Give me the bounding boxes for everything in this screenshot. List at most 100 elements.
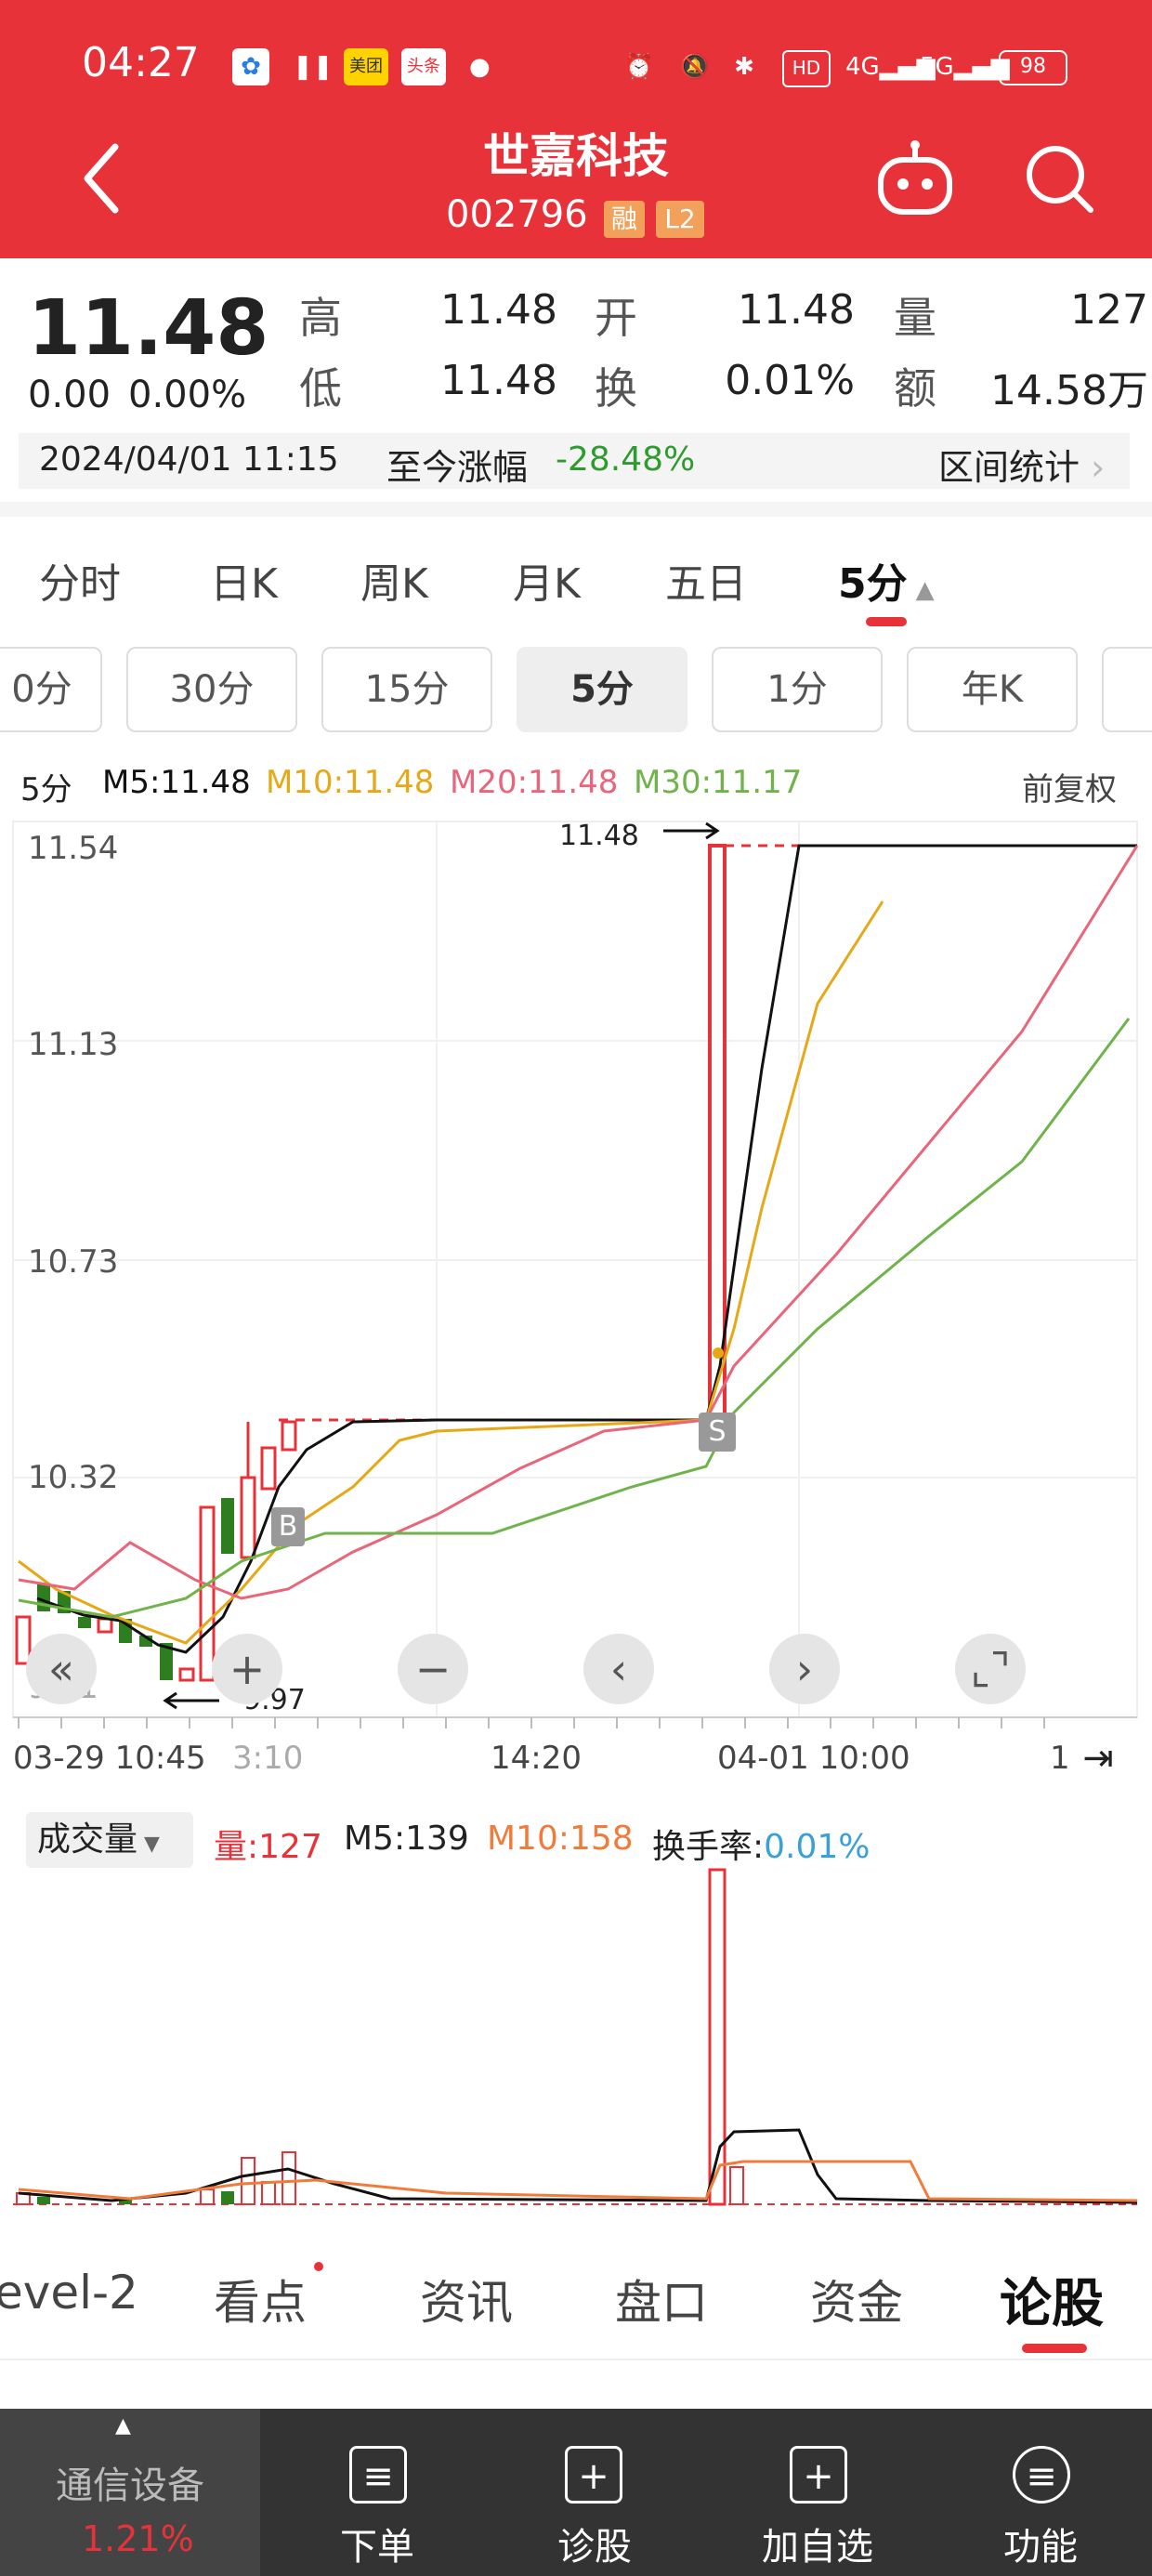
interval-15min[interactable]: 15分 <box>321 647 492 732</box>
sector-change: 1.21% <box>82 2518 194 2559</box>
tab-orderbook[interactable]: 盘口 <box>615 2276 708 2330</box>
search-icon[interactable] <box>1022 141 1096 216</box>
add-watchlist-button[interactable]: + 加自选 <box>725 2409 910 2576</box>
y-tick-2: 11.13 <box>28 1026 119 1063</box>
legend-m20: M20:11.48 <box>450 764 619 801</box>
tab-capital[interactable]: 资金 <box>810 2276 903 2330</box>
tab-weekly-k[interactable]: 周K <box>360 560 428 608</box>
volume-m10-line <box>18 2160 1138 2202</box>
tab-monthly-k[interactable]: 月K <box>513 560 581 608</box>
status-time: 04:27 <box>82 39 200 86</box>
fullscreen-button[interactable]: ⌞⌝ <box>955 1634 1026 1704</box>
volume-chart[interactable] <box>0 1868 1152 2221</box>
chevron-right-icon: › <box>1091 447 1106 488</box>
period-tabs: 分时 日K 周K 月K 五日 5分 ▲ <box>0 517 1152 1120</box>
scroll-left-button[interactable]: ‹ <box>583 1634 654 1704</box>
x-tick-2: 3:10 <box>232 1740 304 1777</box>
since-value: -28.48% <box>556 440 696 479</box>
legend-period: 5分 <box>20 771 72 808</box>
kline-chart-panel <box>0 742 1152 2228</box>
amount-label: 额 <box>894 363 936 414</box>
dot-icon: ● <box>469 53 491 81</box>
tab-5min[interactable]: 5分 ▲ <box>838 560 935 608</box>
pause-icon: ❚❚ <box>293 53 334 81</box>
tab-highlights[interactable]: 看点 <box>214 2276 307 2330</box>
high-price-label: 11.48 <box>559 820 639 852</box>
scroll-right-button[interactable]: › <box>769 1634 840 1704</box>
y-tick-1: 11.54 <box>28 830 119 867</box>
adjust-mode-button[interactable]: 前复权 <box>1022 771 1117 808</box>
fast-backward-button[interactable]: « <box>26 1634 97 1704</box>
x-tick-3: 14:20 <box>491 1740 582 1777</box>
price-change: 0.00 <box>28 374 111 416</box>
amount-value: 14.58万 <box>990 367 1148 414</box>
level2-tag: L2 <box>656 201 704 238</box>
robot-icon[interactable] <box>873 139 957 217</box>
volume-m5-label: M5:139 <box>344 1820 469 1858</box>
caret-up-icon: ▲ <box>907 576 935 604</box>
active-tab-indicator <box>866 617 907 626</box>
kline-chart[interactable] <box>0 818 1152 1738</box>
interval-30min[interactable]: 30分 <box>126 647 297 732</box>
range-stats-button[interactable]: 区间统计 › <box>938 447 1106 488</box>
legend-m10: M10:11.48 <box>266 764 435 801</box>
battery-icon: 98 <box>999 50 1067 85</box>
ma10-line <box>18 900 884 1645</box>
open-label: 开 <box>595 293 637 343</box>
price-change-pct: 0.00% <box>128 374 247 416</box>
tab-five-day[interactable]: 五日 <box>665 560 747 608</box>
tab-intraday[interactable]: 分时 <box>39 560 121 608</box>
signal-5g-icon: 5G▂▄▆ <box>920 53 1010 81</box>
back-icon[interactable] <box>78 141 124 216</box>
sector-name: 通信设备 <box>56 2464 204 2507</box>
content-peek <box>0 2359 1152 2411</box>
tab-level2[interactable]: evel-2 <box>0 2266 138 2320</box>
indicator-selector[interactable]: 成交量 ▼ <box>26 1812 193 1868</box>
stock-code: 002796 <box>446 193 588 236</box>
caret-down-icon: ▼ <box>137 1833 160 1856</box>
interval-60min[interactable]: 0分 <box>0 647 102 732</box>
interval-more[interactable] <box>1102 647 1152 732</box>
tab-daily-k[interactable]: 日K <box>210 560 278 608</box>
menu-icon: ≡ <box>1013 2446 1070 2504</box>
functions-button[interactable]: ≡ 功能 <box>948 2409 1133 2576</box>
interval-1min[interactable]: 1分 <box>712 647 883 732</box>
jump-to-end-icon[interactable]: ⇥ <box>1068 1732 1128 1784</box>
x-tick-5: 1 <box>1050 1740 1070 1777</box>
signal-4g-icon: 4G▂▄▆ <box>845 53 936 81</box>
app-header: 04:27 ✿ ❚❚ 美团 头条 ● ⏰ 🔕 ✱ HD 4G▂▄▆ 5G▂▄▆ … <box>0 0 1152 258</box>
zoom-out-button[interactable]: − <box>398 1634 468 1704</box>
diagnose-button[interactable]: + 诊股 <box>502 2409 687 2576</box>
order-button[interactable]: ≡ 下单 <box>284 2409 470 2576</box>
bottom-toolbar: ▲ 通信设备 1.21% ≡ 下单 + 诊股 + 加自选 ≡ 功能 <box>0 2409 1152 2576</box>
buy-mark: B <box>271 1507 305 1546</box>
stock-name: 世嘉科技 <box>483 129 669 183</box>
active-info-tab-indicator <box>1022 2344 1087 2353</box>
low-value: 11.48 <box>440 357 557 404</box>
ma5-line <box>36 844 1137 1654</box>
info-tabs: evel-2 看点 资讯 盘口 资金 论股 <box>0 2228 1152 2359</box>
bluetooth-icon: ✱ <box>734 53 754 81</box>
interval-5min[interactable]: 5分 <box>517 647 687 732</box>
hd-badge: HD <box>782 50 831 87</box>
interval-year-k[interactable]: 年K <box>907 647 1078 732</box>
meituan-badge: 美团 <box>344 48 388 85</box>
volume-bars <box>16 1868 744 2206</box>
app-icon: ✿ <box>232 48 269 85</box>
toutiao-badge: 头条 <box>401 48 446 85</box>
notification-dot <box>314 2262 323 2271</box>
add-icon: + <box>790 2446 847 2504</box>
tab-discussion[interactable]: 论股 <box>1000 2274 1104 2334</box>
sector-indicator[interactable]: ▲ 通信设备 1.21% <box>0 2409 260 2576</box>
volume-value: 127 <box>1070 286 1148 334</box>
sell-mark: S <box>699 1413 736 1452</box>
ma30-line <box>18 1018 1131 1619</box>
ma20-line <box>18 845 1139 1600</box>
tab-news[interactable]: 资讯 <box>420 2276 513 2330</box>
zoom-in-button[interactable]: + <box>212 1634 282 1704</box>
legend-m5: M5:11.48 <box>102 764 251 801</box>
caret-up-icon: ▲ <box>115 2414 131 2438</box>
alarm-icon: ⏰ <box>623 53 655 81</box>
volume-value-label: 量:127 <box>214 1828 322 1866</box>
legend-m30: M30:11.17 <box>634 764 803 801</box>
